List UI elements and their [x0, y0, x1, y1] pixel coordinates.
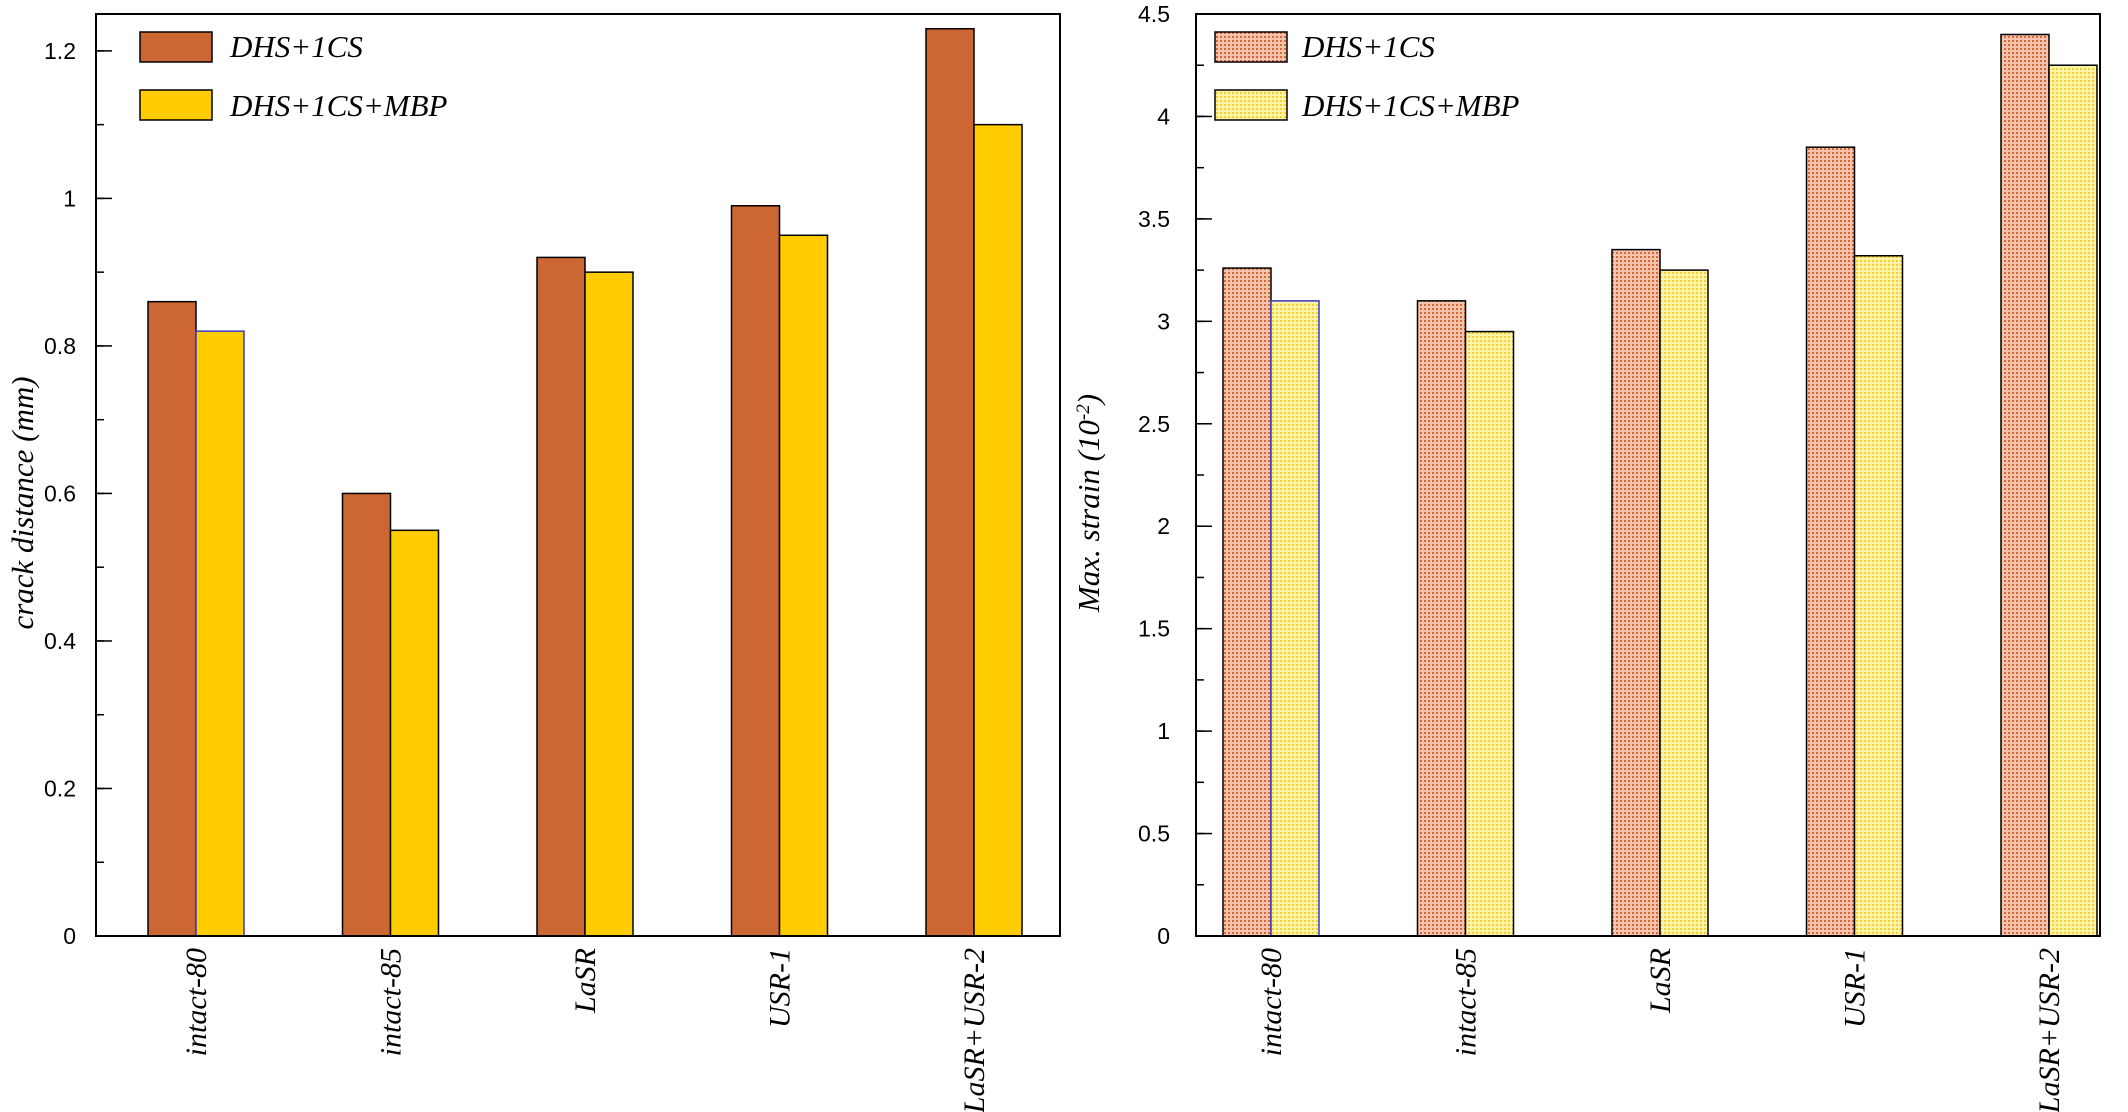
right-legend-label-2: DHS+1CS+MBP: [1301, 88, 1520, 123]
right-y-tick-label: 3: [1157, 308, 1170, 334]
right-y-axis-title-main: Max. strain (10: [1071, 420, 1106, 614]
right-y-axis-title: Max. strain (10-2): [1071, 394, 1106, 613]
right-bar-intact-80-series1: [1222, 267, 1272, 937]
right-x-tick-label: LaSR: [1644, 948, 1677, 1014]
left-legend-swatch-1: [139, 31, 213, 63]
right-bar-LaSR+USR-2-series1: [2000, 33, 2050, 937]
right-y-tick-label: 1: [1157, 718, 1170, 744]
left-legend-swatch-2: [139, 89, 213, 121]
left-bar-USR-1-series2: [778, 234, 829, 937]
right-bar-intact-80-series2: [1270, 300, 1320, 937]
right-legend-label-1: DHS+1CS: [1301, 29, 1435, 64]
right-legend-swatch-2: [1214, 89, 1288, 121]
right-y-axis: 0 0.5 1 1.5 2 2.5 3 3.5 4 4.5: [1138, 1, 1212, 949]
right-bar-LaSR+USR-2-series2: [2048, 64, 2098, 937]
right-legend-swatch-1: [1214, 31, 1288, 63]
left-plot-frame: [95, 13, 1061, 937]
left-bar-USR-1-series1: [730, 205, 781, 937]
right-bar-USR-1-series2: [1853, 255, 1904, 937]
left-chart: crack distance (mm) 0 0.2 0.4 0.6 0.8 1 1.2 in…: [5, 13, 1061, 1112]
left-legend: DHS+1CS DHS+1CS+MBP: [139, 29, 448, 123]
right-chart: Max. strain (10-2) 00.511.522.533.544.5 …: [1071, 1, 2101, 1112]
right-legend: DHS+1CS DHS+1CS+MBP: [1214, 29, 1520, 123]
right-x-axis: intact-80 intact-85 LaSR USR-1 LaSR+USR-2: [1255, 948, 2066, 1112]
left-bars: [147, 28, 1023, 937]
right-y-tick-label: 4: [1157, 103, 1170, 129]
right-x-tick-label: intact-80: [1255, 948, 1288, 1056]
left-y-tick-label: 0.6: [44, 480, 76, 506]
right-bar-intact-85-series1: [1416, 300, 1467, 937]
right-y-axis-title-close: ): [1071, 394, 1106, 406]
left-y-tick-label: 0.4: [44, 628, 76, 654]
left-x-tick-label: USR-1: [764, 948, 797, 1028]
left-bar-LaSR+USR-2-series2: [973, 123, 1023, 937]
right-x-tick-label: USR-1: [1839, 948, 1872, 1028]
left-y-tick-label: 0: [63, 923, 76, 949]
left-x-axis: intact-80 intact-85 LaSR USR-1 LaSR+USR-2: [180, 948, 991, 1112]
right-y-axis-title-exponent: -2: [1073, 404, 1094, 420]
left-x-tick-label: intact-80: [180, 948, 213, 1056]
right-plot-frame: [1195, 13, 2101, 937]
left-legend-label-2: DHS+1CS+MBP: [229, 88, 448, 123]
left-bar-intact-85-series2: [389, 529, 440, 937]
right-bar-USR-1-series1: [1805, 146, 1856, 937]
right-x-tick-label: intact-85: [1450, 948, 1483, 1056]
left-y-tick-label: 1: [63, 185, 76, 211]
right-bar-intact-85-series2: [1464, 330, 1515, 937]
right-y-tick-label: 4.5: [1138, 1, 1170, 27]
right-y-tick-label: 0: [1157, 923, 1170, 949]
right-bars: [1222, 33, 2098, 937]
left-y-tick-label: 0.8: [44, 333, 76, 359]
left-bar-intact-85-series1: [341, 492, 392, 937]
left-bar-LaSR+USR-2-series1: [925, 28, 975, 937]
right-y-tick-label: 2.5: [1138, 411, 1170, 437]
left-bar-intact-80-series2: [195, 330, 245, 937]
left-legend-label-1: DHS+1CS: [229, 29, 363, 64]
left-bar-LaSR-series2: [584, 271, 634, 937]
left-x-tick-label: LaSR+USR-2: [958, 948, 991, 1112]
left-bar-intact-80-series1: [147, 300, 197, 937]
right-bar-LaSR-series2: [1659, 269, 1709, 937]
right-y-tick-label: 2: [1157, 513, 1170, 539]
right-bar-LaSR-series1: [1611, 248, 1661, 937]
left-y-tick-label: 1.2: [44, 38, 76, 64]
right-y-tick-label: 3.5: [1138, 206, 1170, 232]
left-y-tick-label: 0.2: [44, 775, 76, 801]
right-y-tick-label: 0.5: [1138, 821, 1170, 847]
left-x-tick-label: intact-85: [375, 948, 408, 1056]
right-x-tick-label: LaSR+USR-2: [2033, 948, 2066, 1112]
left-bar-LaSR-series1: [536, 256, 586, 937]
left-y-axis: 0 0.2 0.4 0.6 0.8 1 1.2: [44, 38, 112, 949]
left-y-axis-title: crack distance (mm): [5, 376, 40, 629]
right-y-tick-label: 1.5: [1138, 616, 1170, 642]
left-x-tick-label: LaSR: [569, 948, 602, 1014]
